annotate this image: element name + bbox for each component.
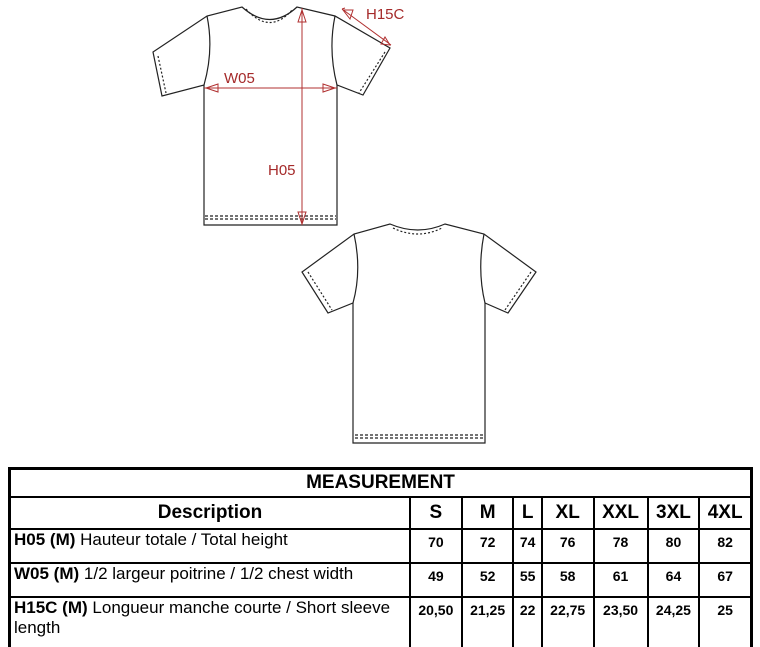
cell-value: 55 xyxy=(512,562,543,598)
cell-value: 67 xyxy=(698,562,753,598)
cell-value: 20,50 xyxy=(409,596,463,647)
measurement-arrows xyxy=(204,7,392,226)
header-row: Description S M L XL XXL 3XL 4XL xyxy=(8,496,753,530)
cell-value: 70 xyxy=(409,528,463,564)
cell-value: 49 xyxy=(409,562,463,598)
cell-value: 61 xyxy=(592,562,649,598)
cell-value: 24,25 xyxy=(646,596,701,647)
table-title: MEASUREMENT xyxy=(8,467,753,498)
cell-value: 23,50 xyxy=(592,596,649,647)
h15c-label: H15C xyxy=(366,6,405,23)
size-header: XL xyxy=(540,496,595,530)
cell-value: 22,75 xyxy=(540,596,595,647)
tshirt-diagrams xyxy=(152,6,537,444)
size-header: XXL xyxy=(592,496,649,530)
cell-value: 52 xyxy=(460,562,515,598)
size-header: M xyxy=(460,496,515,530)
cell-value: 78 xyxy=(592,528,649,564)
cell-value: 72 xyxy=(460,528,515,564)
measurement-table: MEASUREMENT Description S M L XL XXL 3XL… xyxy=(8,467,753,647)
cell-value: 25 xyxy=(698,596,753,647)
cell-value: 74 xyxy=(512,528,543,564)
description-header: Description xyxy=(8,496,411,530)
cell-value: 64 xyxy=(646,562,701,598)
size-header: S xyxy=(409,496,463,530)
cell-value: 76 xyxy=(540,528,595,564)
table-row: W05 (M) 1/2 largeur poitrine / 1/2 chest… xyxy=(8,562,753,598)
row-description: W05 (M) 1/2 largeur poitrine / 1/2 chest… xyxy=(8,562,411,598)
size-header: 3XL xyxy=(646,496,701,530)
front-tshirt-drawing xyxy=(152,6,391,226)
size-header: 4XL xyxy=(698,496,753,530)
cell-value: 22 xyxy=(512,596,543,647)
cell-value: 82 xyxy=(698,528,753,564)
h05-label: H05 xyxy=(268,162,296,179)
w05-label: W05 xyxy=(224,70,255,87)
cell-value: 58 xyxy=(540,562,595,598)
cell-value: 80 xyxy=(646,528,701,564)
row-description: H05 (M) Hauteur totale / Total height xyxy=(8,528,411,564)
back-tshirt-drawing xyxy=(301,223,537,444)
cell-value: 21,25 xyxy=(460,596,515,647)
size-header: L xyxy=(512,496,543,530)
table-row: H15C (M) Longueur manche courte / Short … xyxy=(8,596,753,647)
row-description: H15C (M) Longueur manche courte / Short … xyxy=(8,596,411,647)
table-row: H05 (M) Hauteur totale / Total height 70… xyxy=(8,528,753,564)
